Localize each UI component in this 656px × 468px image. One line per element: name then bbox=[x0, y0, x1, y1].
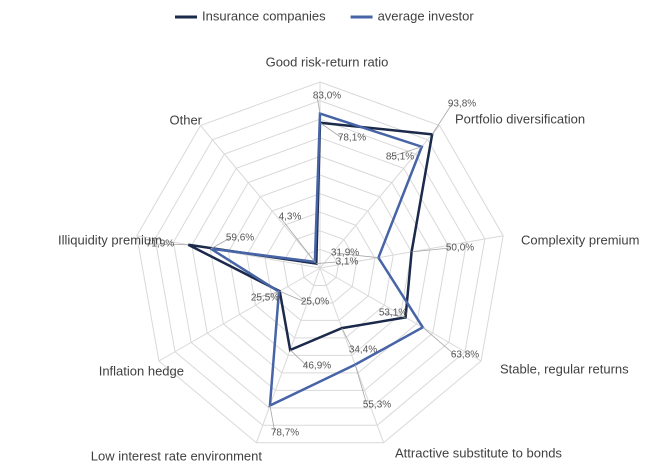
grid-ring bbox=[301, 248, 339, 286]
leader-line bbox=[149, 243, 189, 246]
grid-ring bbox=[172, 118, 468, 409]
data-label: 34,4% bbox=[349, 345, 377, 356]
data-label: 78,7% bbox=[271, 428, 299, 439]
data-label: 93,8% bbox=[448, 99, 476, 110]
data-label: 63,8% bbox=[451, 350, 479, 361]
data-label: 3,1% bbox=[336, 257, 359, 268]
grid-ring bbox=[227, 174, 413, 356]
leader-line bbox=[316, 261, 338, 264]
category-label: Attractive substitute to bonds bbox=[395, 445, 562, 460]
leader-line bbox=[354, 364, 368, 406]
category-label: Stable, regular returns bbox=[500, 361, 629, 376]
data-label: 25,5% bbox=[251, 293, 279, 304]
leader-line bbox=[411, 247, 451, 253]
category-label: Complexity premium bbox=[521, 232, 639, 247]
leader-line bbox=[389, 146, 422, 158]
grid-ring bbox=[154, 100, 486, 426]
leader-line bbox=[279, 290, 306, 303]
grid-ring bbox=[191, 137, 449, 391]
category-label: Other bbox=[169, 112, 202, 127]
data-label: 85,1% bbox=[386, 152, 414, 163]
leader-line bbox=[254, 291, 280, 299]
data-label: 4,3% bbox=[279, 212, 302, 223]
leader-line bbox=[279, 216, 316, 263]
leader-line bbox=[316, 95, 321, 114]
data-label: 71,9% bbox=[146, 239, 174, 250]
data-label: 59,6% bbox=[226, 233, 254, 244]
spoke bbox=[255, 267, 321, 443]
leader-line bbox=[289, 349, 308, 367]
data-label: 25,0% bbox=[301, 297, 329, 308]
data-label: 50,0% bbox=[446, 243, 474, 254]
spoke bbox=[200, 125, 321, 269]
leader-line bbox=[319, 122, 343, 139]
grid-ring bbox=[282, 230, 358, 304]
grid-ring bbox=[264, 211, 376, 321]
grid-ring bbox=[136, 81, 504, 444]
category-label: Illiquidity premium bbox=[58, 232, 162, 247]
legend-label: Insurance companies bbox=[202, 8, 326, 23]
leader-line bbox=[341, 327, 354, 351]
data-label: 31,9% bbox=[331, 248, 359, 259]
leader-line bbox=[422, 327, 456, 356]
series-line bbox=[210, 111, 425, 408]
leader-line bbox=[334, 252, 379, 259]
leader-line bbox=[382, 312, 406, 318]
data-label: 46,9% bbox=[303, 361, 331, 372]
leader-line bbox=[269, 405, 276, 434]
leader-line bbox=[210, 237, 231, 250]
data-label: 55,3% bbox=[363, 400, 391, 411]
data-label: 53,1% bbox=[379, 308, 407, 319]
category-label: Low interest rate environment bbox=[91, 448, 263, 463]
spoke bbox=[158, 267, 321, 362]
category-label: Inflation hedge bbox=[99, 363, 184, 378]
data-label: 83,0% bbox=[313, 91, 341, 102]
spoke bbox=[319, 267, 385, 443]
category-label: Portfolio diversification bbox=[455, 111, 585, 126]
grid-ring bbox=[209, 155, 431, 374]
leader-line bbox=[431, 103, 453, 135]
data-label: 78,1% bbox=[338, 133, 366, 144]
spoke bbox=[319, 267, 482, 362]
legend-label: average investor bbox=[378, 8, 475, 23]
category-label: Good risk-return ratio bbox=[266, 54, 389, 69]
